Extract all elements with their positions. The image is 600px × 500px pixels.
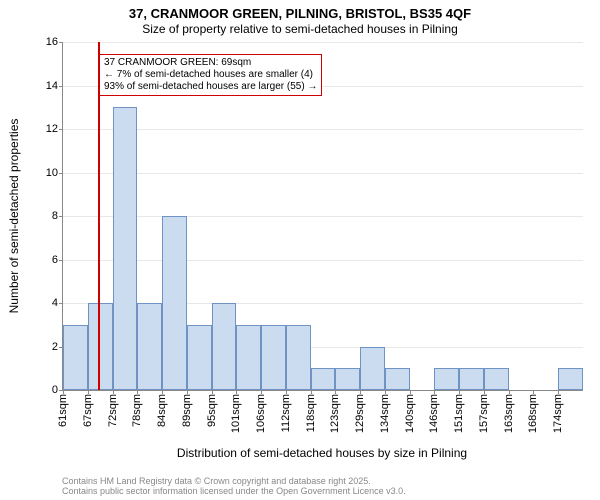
y-tick-label: 12 bbox=[46, 123, 63, 135]
x-tick-label: 67sqm bbox=[82, 390, 94, 427]
chart-subtitle: Size of property relative to semi-detach… bbox=[0, 22, 600, 36]
footer-attribution: Contains HM Land Registry data © Crown c… bbox=[62, 476, 406, 497]
histogram-bar bbox=[187, 325, 212, 390]
histogram-bar bbox=[335, 368, 360, 390]
x-tick-label: 151sqm bbox=[453, 390, 465, 433]
x-tick-label: 84sqm bbox=[156, 390, 168, 427]
histogram-bar bbox=[88, 303, 113, 390]
annotation-line: ← 7% of semi-detached houses are smaller… bbox=[104, 69, 317, 81]
y-tick-label: 8 bbox=[52, 210, 63, 222]
histogram-bar bbox=[385, 368, 410, 390]
grid-line bbox=[63, 129, 583, 130]
x-tick-label: 72sqm bbox=[107, 390, 119, 427]
plot-area: 024681012141661sqm67sqm72sqm78sqm84sqm89… bbox=[62, 42, 583, 391]
x-tick-label: 140sqm bbox=[404, 390, 416, 433]
x-tick-label: 163sqm bbox=[503, 390, 515, 433]
x-tick-label: 168sqm bbox=[527, 390, 539, 433]
histogram-bar bbox=[434, 368, 459, 390]
histogram-bar bbox=[261, 325, 286, 390]
histogram-bar bbox=[236, 325, 261, 390]
x-tick-label: 146sqm bbox=[428, 390, 440, 433]
annotation-box: 37 CRANMOOR GREEN: 69sqm← 7% of semi-det… bbox=[99, 54, 322, 96]
x-tick-label: 118sqm bbox=[305, 390, 317, 432]
x-tick-label: 174sqm bbox=[552, 390, 564, 433]
x-tick-label: 78sqm bbox=[131, 390, 143, 427]
annotation-line: 93% of semi-detached houses are larger (… bbox=[104, 81, 317, 93]
y-axis-label: Number of semi-detached properties bbox=[7, 119, 21, 314]
x-tick-label: 61sqm bbox=[57, 390, 69, 427]
y-tick-label: 10 bbox=[46, 167, 63, 179]
y-tick-label: 6 bbox=[52, 254, 63, 266]
histogram-bar bbox=[63, 325, 88, 390]
y-tick-label: 14 bbox=[46, 80, 63, 92]
histogram-bar bbox=[484, 368, 509, 390]
histogram-bar bbox=[212, 303, 237, 390]
y-tick-label: 4 bbox=[52, 297, 63, 309]
x-tick-label: 112sqm bbox=[280, 390, 292, 432]
grid-line bbox=[63, 173, 583, 174]
x-tick-label: 101sqm bbox=[230, 390, 242, 433]
y-tick-label: 16 bbox=[46, 36, 63, 48]
histogram-bar bbox=[360, 347, 385, 391]
x-tick-label: 123sqm bbox=[329, 390, 341, 433]
x-axis-label: Distribution of semi-detached houses by … bbox=[177, 446, 467, 460]
x-tick-label: 106sqm bbox=[255, 390, 267, 433]
histogram-bar bbox=[286, 325, 311, 390]
x-tick-label: 129sqm bbox=[354, 390, 366, 433]
x-tick-label: 95sqm bbox=[206, 390, 218, 427]
histogram-bar bbox=[137, 303, 162, 390]
footer-line-2: Contains public sector information licen… bbox=[62, 486, 406, 496]
x-tick-label: 89sqm bbox=[181, 390, 193, 427]
footer-line-1: Contains HM Land Registry data © Crown c… bbox=[62, 476, 406, 486]
annotation-line: 37 CRANMOOR GREEN: 69sqm bbox=[104, 57, 317, 69]
histogram-bar bbox=[459, 368, 484, 390]
x-tick-label: 134sqm bbox=[379, 390, 391, 433]
histogram-bar bbox=[311, 368, 336, 390]
grid-line bbox=[63, 42, 583, 43]
histogram-bar bbox=[162, 216, 187, 390]
histogram-bar bbox=[558, 368, 583, 390]
histogram-bar bbox=[113, 107, 138, 390]
grid-line bbox=[63, 260, 583, 261]
y-tick-label: 2 bbox=[52, 341, 63, 353]
x-tick-label: 157sqm bbox=[478, 390, 490, 433]
grid-line bbox=[63, 216, 583, 217]
chart-title: 37, CRANMOOR GREEN, PILNING, BRISTOL, BS… bbox=[0, 6, 600, 21]
